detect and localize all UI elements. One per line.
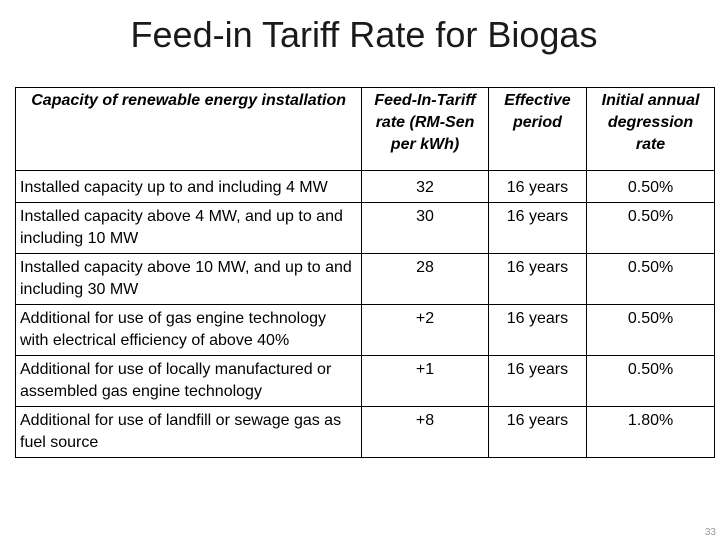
cell-degression: 0.50% xyxy=(586,202,715,254)
cell-capacity: Installed capacity up to and including 4… xyxy=(14,170,363,203)
table-row: Additional for use of locally manufactur… xyxy=(14,355,715,407)
cell-capacity: Additional for use of locally manufactur… xyxy=(14,355,363,407)
cell-rate: 32 xyxy=(361,170,489,203)
cell-rate: 28 xyxy=(361,253,489,305)
cell-period: 16 years xyxy=(487,406,588,458)
cell-capacity: Installed capacity above 4 MW, and up to… xyxy=(14,202,363,254)
cell-capacity: Additional for use of landfill or sewage… xyxy=(14,406,363,458)
cell-rate: +8 xyxy=(361,406,489,458)
cell-degression: 0.50% xyxy=(586,304,715,356)
header-degression: Initial annual degression rate xyxy=(586,87,715,171)
cell-capacity: Additional for use of gas engine technol… xyxy=(14,304,363,356)
cell-degression: 0.50% xyxy=(586,355,715,407)
tariff-table: Capacity of renewable energy installatio… xyxy=(14,87,715,458)
cell-capacity: Installed capacity above 10 MW, and up t… xyxy=(14,253,363,305)
table-row: Additional for use of gas engine technol… xyxy=(14,304,715,356)
table-row: Additional for use of landfill or sewage… xyxy=(14,406,715,458)
cell-rate: +1 xyxy=(361,355,489,407)
table-row: Installed capacity above 10 MW, and up t… xyxy=(14,253,715,305)
header-capacity: Capacity of renewable energy installatio… xyxy=(14,87,363,171)
cell-degression: 0.50% xyxy=(586,170,715,203)
table-header-row: Capacity of renewable energy installatio… xyxy=(14,87,715,171)
cell-period: 16 years xyxy=(487,253,588,305)
cell-degression: 1.80% xyxy=(586,406,715,458)
cell-period: 16 years xyxy=(487,355,588,407)
header-rate: Feed-In-Tariff rate (RM-Sen per kWh) xyxy=(361,87,489,171)
table-row: Installed capacity up to and including 4… xyxy=(14,170,715,203)
cell-degression: 0.50% xyxy=(586,253,715,305)
cell-rate: +2 xyxy=(361,304,489,356)
table-row: Installed capacity above 4 MW, and up to… xyxy=(14,202,715,254)
header-period: Effective period xyxy=(487,87,588,171)
slide-title: Feed-in Tariff Rate for Biogas xyxy=(130,14,598,55)
cell-period: 16 years xyxy=(487,304,588,356)
cell-period: 16 years xyxy=(487,170,588,203)
slide-number: 33 xyxy=(704,527,716,538)
cell-period: 16 years xyxy=(487,202,588,254)
cell-rate: 30 xyxy=(361,202,489,254)
